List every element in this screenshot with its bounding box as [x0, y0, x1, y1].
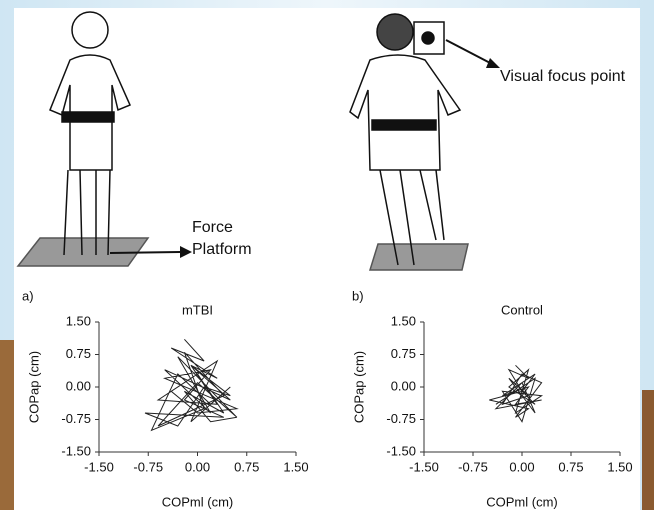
y-tick-label: 0.75 — [391, 346, 416, 361]
x-axis-label: COPml (cm) — [486, 494, 558, 509]
force-label: Force — [192, 219, 233, 236]
y-tick-label: 0.00 — [66, 378, 91, 393]
y-tick-label: -0.75 — [61, 411, 91, 426]
y-axis-label: COPap (cm) — [351, 351, 366, 423]
y-tick-label: -1.50 — [386, 443, 416, 458]
x-tick-label: -0.75 — [133, 459, 163, 474]
x-tick-label: -0.75 — [458, 459, 488, 474]
y-axis-label: COPap (cm) — [26, 351, 41, 423]
x-tick-label: 1.50 — [607, 459, 632, 474]
x-tick-label: 0.75 — [234, 459, 259, 474]
y-tick-label: 0.75 — [66, 346, 91, 361]
edge-image — [0, 340, 14, 510]
force-label: Platform — [192, 241, 252, 258]
x-tick-label: -1.50 — [84, 459, 114, 474]
x-tick-label: 0.00 — [185, 459, 210, 474]
x-tick-label: -1.50 — [409, 459, 439, 474]
figure: Force Platform Visual focus point a) mTBI… — [0, 0, 654, 510]
y-tick-label: 1.50 — [391, 313, 416, 328]
x-tick-label: 0.00 — [509, 459, 534, 474]
panel-label: b) — [352, 288, 364, 303]
edge-image — [642, 390, 654, 510]
x-axis-label: COPml (cm) — [162, 494, 234, 509]
x-tick-label: 0.75 — [558, 459, 583, 474]
y-tick-label: 1.50 — [66, 313, 91, 328]
y-tick-label: -1.50 — [61, 443, 91, 458]
arrow — [110, 252, 180, 253]
chart-title: mTBI — [182, 302, 213, 317]
y-tick-label: 0.00 — [391, 378, 416, 393]
visual-label: Visual focus point — [500, 68, 626, 85]
y-tick-label: -0.75 — [386, 411, 416, 426]
chart-title: Control — [501, 302, 543, 317]
panel-label: a) — [22, 288, 34, 303]
x-tick-label: 1.50 — [283, 459, 308, 474]
